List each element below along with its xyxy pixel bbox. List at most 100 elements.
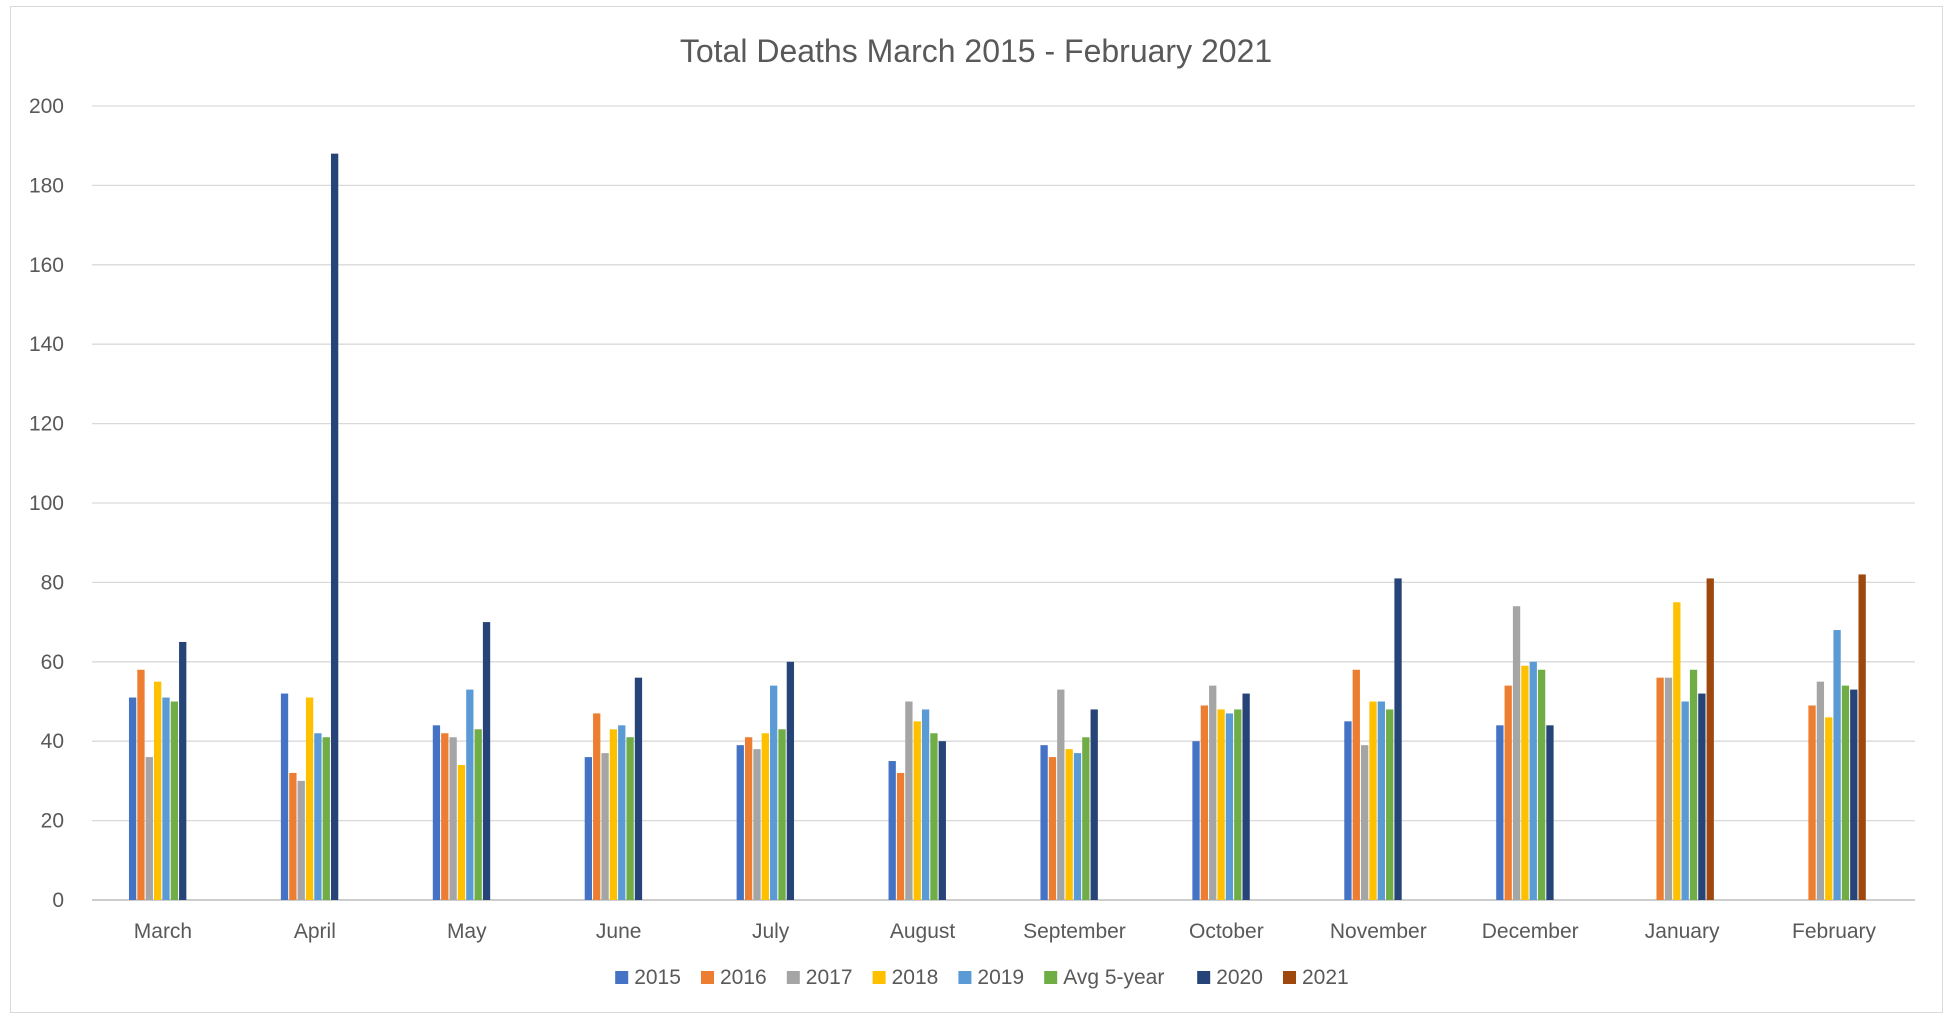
bar — [145, 757, 153, 900]
bar — [1217, 709, 1225, 900]
bar — [1344, 721, 1352, 900]
legend-label: 2018 — [892, 966, 939, 989]
bar — [1673, 602, 1681, 900]
bar — [1512, 606, 1521, 900]
bar — [1209, 685, 1217, 900]
bar — [137, 669, 145, 900]
bar — [1386, 709, 1394, 900]
y-tick-label: 20 — [41, 810, 64, 833]
bar — [761, 733, 769, 900]
bar — [449, 737, 457, 900]
bar — [618, 725, 626, 900]
x-tick-label: January — [1645, 920, 1720, 943]
gridlines — [92, 105, 1915, 901]
bar — [466, 689, 474, 900]
legend-item: 2018 — [872, 966, 939, 989]
bar — [1664, 677, 1673, 900]
y-axis-labels: 0 20 40 60 80 100 120 140 160 180 200 — [29, 95, 64, 912]
legend-swatch — [958, 971, 972, 984]
bar — [162, 697, 170, 900]
legend-label: 2015 — [634, 966, 681, 989]
bar — [1808, 705, 1816, 900]
y-tick-label: 0 — [52, 889, 64, 912]
bar — [896, 772, 905, 900]
bar — [289, 772, 297, 900]
legend: 2015 2016 2017 2018 2019 Avg 5-year 2020 2021 — [615, 966, 1349, 989]
bar — [1057, 689, 1065, 900]
y-tick-label: 200 — [29, 95, 64, 118]
x-axis-labels: March April May June July August September Octo… — [134, 920, 1877, 943]
bar — [1841, 685, 1850, 900]
y-tick-label: 120 — [29, 413, 64, 436]
y-tick-label: 140 — [29, 333, 64, 356]
bar — [634, 677, 643, 900]
legend-label: 2016 — [720, 966, 767, 989]
legend-item: 2021 — [1283, 966, 1349, 989]
x-tick-label: February — [1792, 920, 1877, 943]
bar — [913, 721, 921, 900]
bar — [1090, 709, 1098, 900]
bar — [1521, 665, 1529, 900]
legend-swatch — [786, 971, 800, 984]
bar — [482, 622, 491, 900]
bar — [1537, 669, 1546, 900]
legend-swatch — [701, 971, 714, 984]
bar — [778, 729, 786, 900]
bar — [297, 780, 305, 900]
bar — [474, 729, 482, 900]
bar — [330, 153, 339, 900]
bar — [314, 733, 322, 900]
bar — [1369, 701, 1377, 900]
x-tick-label: May — [447, 920, 487, 943]
bar — [744, 737, 753, 900]
bar — [584, 757, 593, 900]
chart-title: Total Deaths March 2015 - February 2021 — [680, 33, 1272, 69]
bar — [1858, 574, 1866, 900]
bar — [905, 701, 913, 900]
bar — [1048, 757, 1057, 900]
y-tick-label: 100 — [29, 492, 64, 515]
bar — [626, 737, 634, 900]
bar — [1234, 709, 1242, 900]
y-tick-label: 40 — [41, 730, 64, 753]
x-tick-label: October — [1189, 920, 1264, 943]
bar — [280, 693, 289, 900]
y-tick-label: 80 — [41, 571, 64, 594]
bar — [1850, 689, 1858, 900]
legend-label: 2020 — [1216, 966, 1263, 989]
bar — [1073, 753, 1082, 900]
legend-swatch — [872, 971, 886, 984]
legend-label: 2021 — [1302, 966, 1349, 989]
x-tick-label: December — [1482, 920, 1579, 943]
bar — [1689, 669, 1698, 900]
bar — [930, 733, 938, 900]
bar — [322, 737, 330, 900]
bar — [1706, 578, 1714, 900]
bar — [1546, 725, 1554, 900]
bar — [457, 765, 466, 900]
bar — [938, 741, 946, 900]
bar — [1360, 745, 1369, 900]
bar — [305, 697, 314, 900]
bar — [1496, 725, 1504, 900]
bar — [1040, 745, 1048, 900]
y-tick-label: 180 — [29, 174, 64, 197]
bar — [154, 681, 162, 900]
bar — [1833, 630, 1841, 900]
legend-item: 2019 — [958, 966, 1024, 989]
legend-item: 2016 — [701, 966, 767, 989]
x-tick-label: July — [752, 920, 790, 943]
legend-item: Avg 5-year — [1044, 966, 1164, 989]
y-tick-label: 160 — [29, 254, 64, 277]
bar — [1192, 741, 1200, 900]
bar — [441, 733, 449, 900]
bar — [609, 729, 618, 900]
x-tick-label: November — [1330, 920, 1427, 943]
bar — [1225, 713, 1234, 900]
legend-swatch — [1044, 971, 1058, 984]
bar — [1681, 701, 1689, 900]
legend-swatch — [1197, 971, 1211, 984]
x-tick-label: March — [134, 920, 192, 943]
x-tick-label: September — [1023, 920, 1126, 943]
